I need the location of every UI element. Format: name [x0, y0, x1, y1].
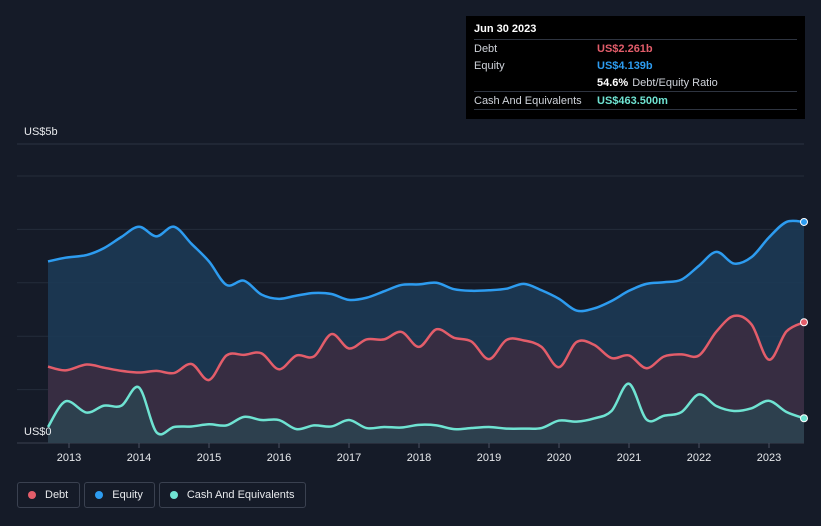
x-tick-label: 2022	[687, 452, 711, 464]
legend-debt-label: Debt	[45, 489, 69, 501]
legend-cash-toggle[interactable]: Cash And Equivalents	[158, 482, 307, 508]
legend-equity-label: Equity	[112, 489, 143, 501]
chart-legend: Debt Equity Cash And Equivalents	[17, 482, 307, 508]
x-tick-label: 2021	[617, 452, 641, 464]
tooltip-row-equity: Equity US$4.139b	[474, 57, 797, 74]
legend-debt-toggle[interactable]: Debt	[17, 482, 81, 508]
x-tick-label: 2013	[57, 452, 81, 464]
series-endpoints	[800, 217, 808, 423]
tooltip-debt-value: US$2.261b	[597, 42, 653, 55]
legend-equity-toggle[interactable]: Equity	[84, 482, 155, 508]
data-tooltip: Jun 30 2023 Debt US$2.261b Equity US$4.1…	[466, 16, 805, 119]
cash-and-equivalents-line	[46, 382, 805, 436]
y-axis-top-label: US$5b	[24, 126, 58, 138]
tooltip-row-debt: Debt US$2.261b	[474, 39, 797, 57]
y-axis-bottom-label: US$0	[24, 426, 52, 438]
x-tick-label: 2014	[127, 452, 151, 464]
x-axis-ticks: 2013 2014 2015 2016 2017 2018 2019 2020 2021 2022…	[57, 443, 781, 464]
tooltip-cash-label: Cash And Equivalents	[474, 94, 582, 107]
x-tick-label: 2023	[757, 452, 781, 464]
tooltip-date: Jun 30 2023	[474, 23, 537, 35]
tooltip-ratio-caption: Debt/Equity Ratio	[632, 76, 718, 89]
x-tick-label: 2015	[197, 452, 221, 464]
equity-line	[47, 219, 805, 313]
x-tick-label: 2017	[337, 452, 361, 464]
tooltip-debt-label: Debt	[474, 42, 498, 55]
tooltip-ratio-value: 54.6%	[597, 76, 629, 89]
tooltip-row-ratio: 54.6% Debt/Equity Ratio	[474, 74, 797, 91]
equity-endpoint	[800, 217, 808, 226]
debt-endpoint	[800, 318, 808, 327]
x-tick-label: 2020	[547, 452, 571, 464]
x-tick-label: 2018	[407, 452, 431, 464]
legend-cash-label: Cash And Equivalents	[186, 489, 295, 501]
legend-debt-dot-icon	[28, 491, 36, 499]
tooltip-equity-label: Equity	[474, 59, 505, 72]
tooltip-row-cash: Cash And Equivalents US$463.500m	[474, 91, 797, 110]
x-tick-label: 2019	[477, 452, 501, 464]
series-areas	[48, 220, 804, 443]
cash-and-equivalents-endpoint	[800, 414, 808, 423]
tooltip-cash-value: US$463.500m	[597, 94, 668, 107]
tooltip-equity-value: US$4.139b	[597, 59, 653, 72]
x-tick-label: 2016	[267, 452, 291, 464]
cash-and-equivalents-area	[48, 383, 804, 443]
legend-cash-dot-icon	[169, 491, 178, 499]
debt-line	[47, 314, 805, 382]
legend-equity-dot-icon	[95, 491, 104, 499]
series-lines	[46, 219, 805, 436]
